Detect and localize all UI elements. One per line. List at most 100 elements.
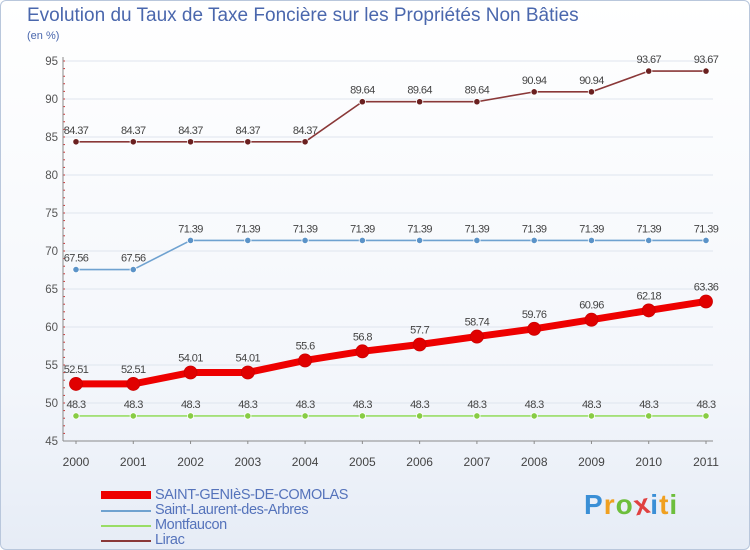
data-point [527,321,542,336]
data-point [416,412,424,420]
data-label: 93.67 [636,54,661,66]
data-label: 48.3 [66,399,85,411]
data-point [587,412,596,420]
data-label: 89.64 [350,85,375,97]
data-point [129,138,137,146]
data-label: 52.51 [64,364,89,376]
y-tick-label: 85 [45,132,58,144]
y-tick-label: 65 [45,284,58,296]
legend-label: Lirac [155,532,185,548]
data-label: 48.3 [639,399,658,411]
data-label: 71.39 [407,223,432,235]
data-label: 67.56 [121,253,146,265]
data-label: 71.39 [636,223,661,235]
x-tick-label: 2005 [349,455,376,469]
data-point [358,412,366,420]
data-point [587,236,596,245]
x-tick-label: 2004 [292,455,319,469]
data-point [183,365,198,380]
data-point [129,265,137,274]
data-point [416,98,424,106]
data-label: 48.3 [696,399,715,411]
data-point [186,138,195,146]
data-point [186,412,195,420]
data-point [473,236,481,245]
y-tick-label: 55 [45,360,58,372]
data-label: 71.39 [579,223,604,235]
y-tick-label: 95 [45,56,58,68]
y-tick-label: 80 [45,170,58,182]
data-point [470,329,484,344]
logo-letter: r [603,489,616,520]
data-point [72,265,80,274]
y-tick-label: 50 [45,398,58,410]
chart-title: Evolution du Taux de Taxe Foncière sur l… [27,5,579,26]
legend-label: Montfaucon [155,517,227,533]
data-label: 58.74 [465,317,490,329]
data-label: 84.37 [64,125,89,137]
data-label: 71.39 [236,223,261,235]
data-label: 63.36 [694,281,719,293]
logo-letter: o [615,489,634,520]
y-tick-label: 70 [45,246,58,258]
legend-swatch [101,540,151,542]
data-label: 84.37 [178,125,203,137]
data-point [645,412,653,420]
data-point [358,98,366,106]
data-label: 57.7 [410,324,429,336]
data-label: 52.51 [121,364,146,376]
data-label: 71.39 [694,223,719,235]
data-point [641,303,656,318]
data-label: 71.39 [350,223,375,235]
data-label: 55.6 [296,340,315,352]
x-tick-label: 2010 [635,455,662,469]
data-label: 54.01 [236,353,261,365]
data-point [645,67,653,75]
data-label: 90.94 [579,75,604,87]
data-point [301,412,309,420]
data-point [416,236,424,245]
data-point [244,412,252,420]
data-point [473,98,481,106]
data-label: 89.64 [407,85,432,97]
data-label: 48.3 [582,399,601,411]
data-point [473,412,481,420]
data-label: 84.37 [293,125,318,137]
x-tick-label: 2003 [234,455,261,469]
data-point [186,236,195,245]
data-label: 89.64 [465,85,490,97]
y-tick-label: 45 [45,436,58,448]
data-point [244,236,252,245]
data-point [702,412,710,420]
x-tick-label: 2001 [120,455,147,469]
data-point [69,377,83,391]
y-axis-unit-label: (en %) [27,30,60,42]
data-label: 48.3 [410,399,429,411]
data-point [240,365,255,380]
data-label: 90.94 [522,75,547,87]
data-label: 71.39 [178,223,203,235]
legend-swatch [101,525,151,527]
data-label: 48.3 [181,399,200,411]
y-tick-label: 90 [45,94,58,106]
x-tick-label: 2008 [521,455,548,469]
y-tick-label: 75 [45,208,58,220]
legend-swatch [101,491,151,499]
series-line [75,70,707,143]
data-point [530,236,538,245]
data-label: 48.3 [296,399,315,411]
data-point [126,377,141,391]
data-point [645,236,653,245]
data-label: 62.18 [636,290,661,302]
x-tick-label: 2002 [177,455,204,469]
x-tick-label: 2009 [578,455,605,469]
x-tick-label: 2000 [63,455,90,469]
data-label: 48.3 [238,399,257,411]
data-label: 84.37 [121,125,146,137]
series-line [72,297,710,388]
data-label: 67.56 [64,253,89,265]
data-point [530,412,538,420]
data-label: 56.8 [353,331,372,343]
